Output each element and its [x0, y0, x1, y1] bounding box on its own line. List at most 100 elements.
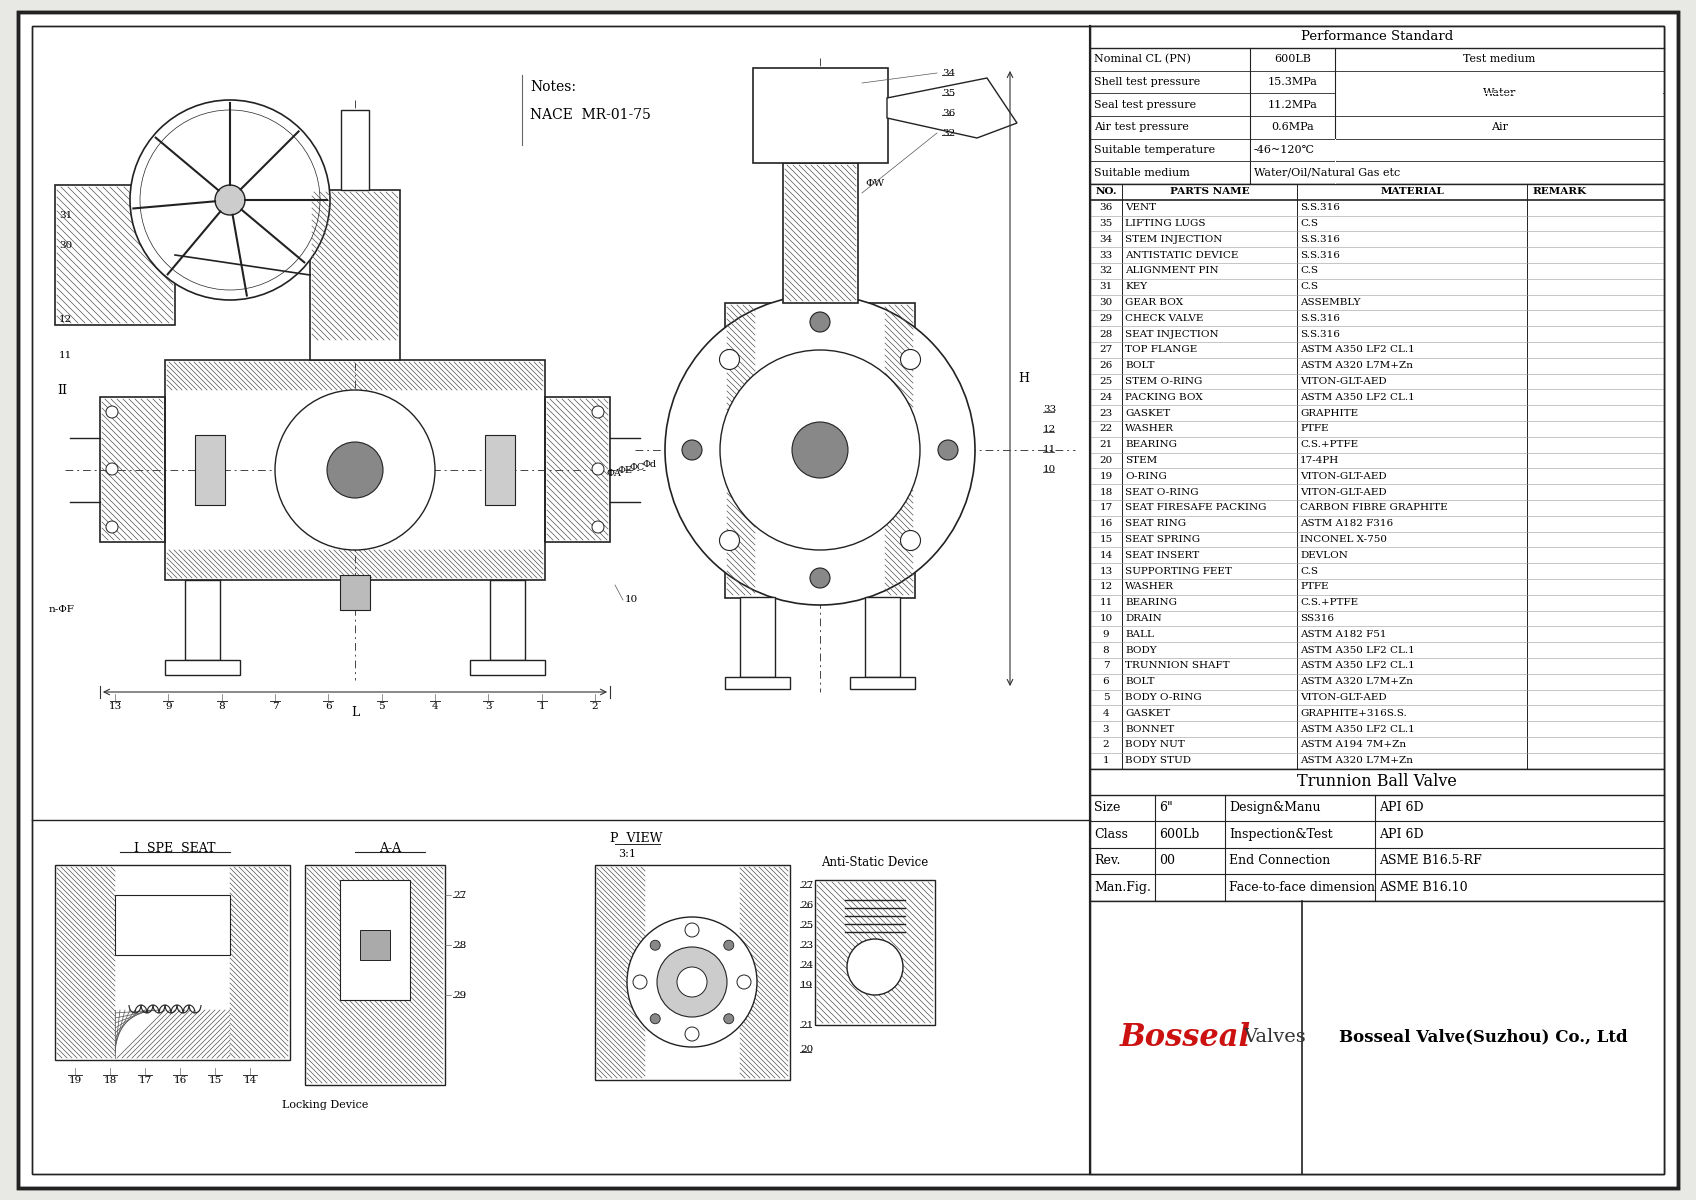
Bar: [784, 163, 858, 302]
Bar: [195, 434, 226, 505]
Circle shape: [131, 100, 331, 300]
Bar: [724, 302, 916, 598]
Bar: [165, 660, 241, 674]
Text: S.S.316: S.S.316: [1301, 313, 1340, 323]
Text: Suitable medium: Suitable medium: [1094, 168, 1191, 178]
Text: ASME B16.10: ASME B16.10: [1379, 881, 1467, 894]
Text: 4: 4: [1102, 709, 1109, 718]
Text: 16: 16: [173, 1076, 187, 1085]
Text: BODY STUD: BODY STUD: [1124, 756, 1191, 766]
Text: BODY O-RING: BODY O-RING: [1124, 692, 1202, 702]
Circle shape: [105, 521, 119, 533]
Text: BEARING: BEARING: [1124, 440, 1177, 449]
Text: VITON-GLT-AED: VITON-GLT-AED: [1301, 472, 1387, 481]
Text: 600LB: 600LB: [1274, 54, 1311, 65]
Text: KEY: KEY: [1124, 282, 1146, 292]
Text: ASTM A350 LF2 CL.1: ASTM A350 LF2 CL.1: [1301, 346, 1414, 354]
Circle shape: [105, 406, 119, 418]
Text: ASTM A350 LF2 CL.1: ASTM A350 LF2 CL.1: [1301, 646, 1414, 655]
Text: MATERIAL: MATERIAL: [1381, 187, 1443, 197]
Text: Rev.: Rev.: [1094, 854, 1121, 868]
Text: 10: 10: [1099, 614, 1113, 623]
Text: 0.6MPa: 0.6MPa: [1270, 122, 1314, 132]
Circle shape: [656, 947, 728, 1018]
Text: STEM O-RING: STEM O-RING: [1124, 377, 1202, 386]
Text: NACE  MR-01-75: NACE MR-01-75: [529, 108, 651, 122]
Text: -46~120℃: -46~120℃: [1253, 145, 1314, 155]
Circle shape: [901, 349, 921, 370]
Text: 7: 7: [1102, 661, 1109, 671]
Text: Man.Fig.: Man.Fig.: [1094, 881, 1152, 894]
Circle shape: [592, 463, 604, 475]
Text: SEAT SPRING: SEAT SPRING: [1124, 535, 1201, 544]
Text: TOP FLANGE: TOP FLANGE: [1124, 346, 1197, 354]
Bar: [595, 865, 790, 1080]
Text: ΦA: ΦA: [605, 469, 621, 478]
Text: VENT: VENT: [1124, 203, 1157, 212]
Circle shape: [811, 568, 829, 588]
Text: Locking Device: Locking Device: [282, 1100, 368, 1110]
Text: 16: 16: [1099, 520, 1113, 528]
Text: 11: 11: [1099, 598, 1113, 607]
Text: 21: 21: [1099, 440, 1113, 449]
Circle shape: [275, 390, 434, 550]
Text: VITON-GLT-AED: VITON-GLT-AED: [1301, 692, 1387, 702]
Text: 25: 25: [1099, 377, 1113, 386]
Circle shape: [215, 185, 244, 215]
Text: 28: 28: [1099, 330, 1113, 338]
Bar: [1252, 139, 1664, 161]
Text: 19: 19: [1099, 472, 1113, 481]
Text: 20: 20: [1099, 456, 1113, 464]
Text: 12: 12: [59, 316, 71, 324]
Text: 14: 14: [1099, 551, 1113, 559]
Circle shape: [650, 1014, 660, 1024]
Text: S.S.316: S.S.316: [1301, 203, 1340, 212]
Text: 31: 31: [59, 210, 71, 220]
Text: ASTM A182 F316: ASTM A182 F316: [1301, 520, 1392, 528]
Bar: [1091, 184, 1664, 769]
Text: L: L: [351, 706, 360, 719]
Text: 13: 13: [109, 702, 122, 710]
Circle shape: [721, 350, 919, 550]
Text: SEAT RING: SEAT RING: [1124, 520, 1186, 528]
Bar: [1091, 769, 1664, 900]
Text: 17: 17: [1099, 504, 1113, 512]
Text: Air test pressure: Air test pressure: [1094, 122, 1189, 132]
Text: REMARK: REMARK: [1533, 187, 1586, 197]
Text: ANTISTATIC DEVICE: ANTISTATIC DEVICE: [1124, 251, 1238, 259]
Bar: [360, 930, 390, 960]
Text: BOLT: BOLT: [1124, 677, 1155, 686]
Text: 6: 6: [1102, 677, 1109, 686]
Text: C.S: C.S: [1301, 566, 1318, 576]
Text: ASTM A320 L7M+Zn: ASTM A320 L7M+Zn: [1301, 677, 1413, 686]
Text: Water/Oil/Natural Gas etc: Water/Oil/Natural Gas etc: [1253, 168, 1401, 178]
Text: 6: 6: [326, 702, 332, 710]
Bar: [470, 660, 544, 674]
Bar: [865, 596, 901, 677]
Text: 29: 29: [1099, 313, 1113, 323]
Text: 5: 5: [1102, 692, 1109, 702]
Text: 3: 3: [485, 702, 492, 710]
Text: Suitable temperature: Suitable temperature: [1094, 145, 1214, 155]
Bar: [485, 434, 516, 505]
Text: 23: 23: [1099, 408, 1113, 418]
Text: C.S: C.S: [1301, 282, 1318, 292]
Text: SEAT O-RING: SEAT O-RING: [1124, 487, 1199, 497]
Text: ASTM A194 7M+Zn: ASTM A194 7M+Zn: [1301, 740, 1406, 749]
Bar: [339, 880, 410, 1000]
Bar: [490, 580, 526, 660]
Bar: [32, 26, 1091, 1174]
Text: 24: 24: [1099, 392, 1113, 402]
Text: I  SPE  SEAT: I SPE SEAT: [134, 841, 215, 854]
Bar: [753, 68, 889, 163]
Text: GRAPHITE+316S.S.: GRAPHITE+316S.S.: [1301, 709, 1406, 718]
Circle shape: [811, 312, 829, 332]
Text: GASKET: GASKET: [1124, 709, 1170, 718]
Text: SEAT INJECTION: SEAT INJECTION: [1124, 330, 1219, 338]
Bar: [165, 360, 544, 580]
Text: 18: 18: [1099, 487, 1113, 497]
Circle shape: [901, 530, 921, 551]
Text: Anti-Static Device: Anti-Static Device: [821, 856, 929, 869]
Text: ASTM A182 F51: ASTM A182 F51: [1301, 630, 1387, 638]
Text: 30: 30: [1099, 298, 1113, 307]
